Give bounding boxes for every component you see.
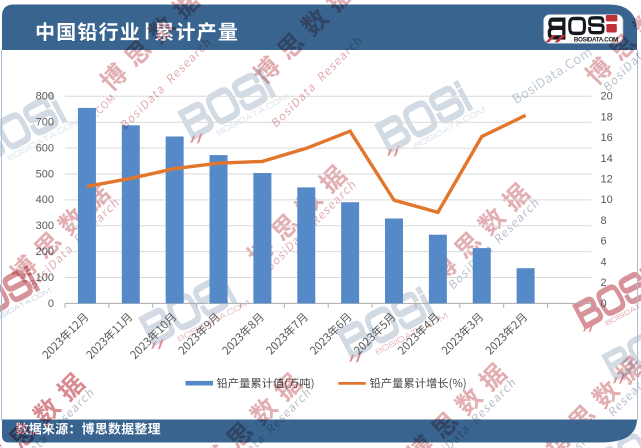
svg-text:4: 4 (601, 256, 607, 268)
svg-text:2: 2 (601, 277, 607, 289)
svg-text:100: 100 (36, 272, 54, 284)
svg-text:400: 400 (36, 194, 54, 206)
svg-text:10: 10 (601, 194, 613, 206)
svg-text:300: 300 (36, 220, 54, 232)
svg-text:700: 700 (36, 117, 54, 129)
svg-text:0: 0 (601, 298, 607, 310)
svg-text:12: 12 (601, 174, 613, 186)
svg-text:6: 6 (601, 236, 607, 248)
svg-text:0: 0 (48, 298, 54, 310)
svg-text:14: 14 (601, 153, 613, 165)
svg-text:BOSIDATA.COM: BOSIDATA.COM (574, 37, 619, 44)
svg-text:800: 800 (36, 91, 54, 103)
svg-text:16: 16 (601, 132, 613, 144)
svg-text:600: 600 (36, 143, 54, 155)
svg-text:200: 200 (36, 246, 54, 258)
svg-text:18: 18 (601, 111, 613, 123)
svg-text:500: 500 (36, 168, 54, 180)
svg-text:20: 20 (601, 91, 613, 103)
svg-text:8: 8 (601, 215, 607, 227)
